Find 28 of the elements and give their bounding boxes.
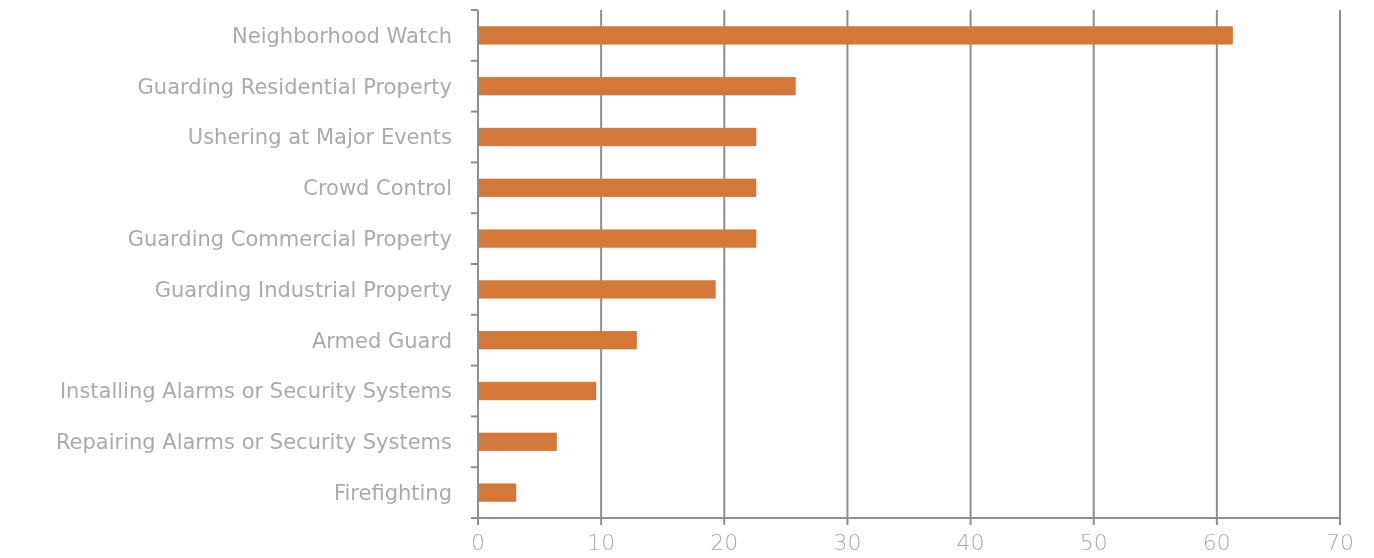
- x-tick-label: 10: [587, 530, 616, 555]
- y-tick-label: Guarding Commercial Property: [127, 226, 452, 251]
- x-tick-label: 0: [471, 530, 485, 555]
- x-tick-label: 60: [1202, 530, 1231, 555]
- bar: [478, 178, 757, 197]
- y-tick-label: Guarding Industrial Property: [154, 277, 452, 302]
- x-tick-label: 30: [833, 530, 862, 555]
- bar: [478, 381, 597, 401]
- bar: [478, 331, 637, 350]
- y-tick-label: Guarding Residential Property: [137, 74, 452, 99]
- x-tick-label: 20: [710, 530, 739, 555]
- bar: [478, 26, 1233, 45]
- bar: [478, 229, 757, 248]
- bar: [478, 127, 757, 147]
- x-tick-label: 70: [1326, 530, 1354, 555]
- x-tick-label: 40: [956, 530, 985, 555]
- bar: [478, 432, 557, 451]
- y-tick-label: Crowd Control: [303, 176, 452, 201]
- bar: [478, 280, 716, 299]
- y-tick-label: Installing Alarms or Security Systems: [59, 379, 452, 404]
- y-tick-label: Repairing Alarms or Security Systems: [55, 430, 452, 455]
- y-tick-label: Firefighting: [333, 480, 452, 505]
- bar: [478, 77, 796, 96]
- y-tick-label: Armed Guard: [311, 328, 452, 353]
- y-tick-label: Ushering at Major Events: [187, 125, 452, 150]
- y-tick-label: Neighborhood Watch: [232, 23, 452, 48]
- x-tick-label: 50: [1079, 530, 1108, 555]
- bar: [478, 483, 517, 502]
